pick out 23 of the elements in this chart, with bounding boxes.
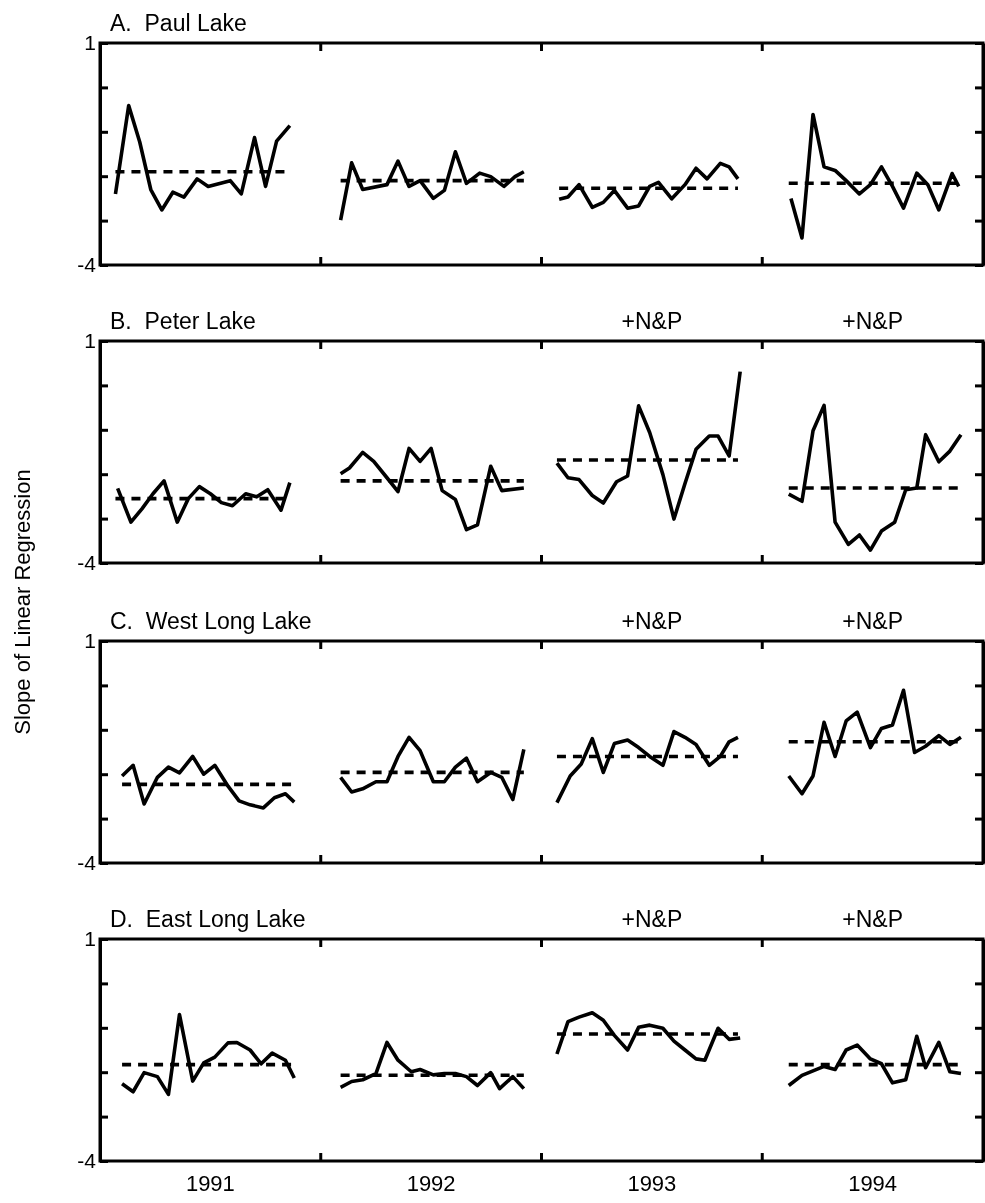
chart-title: B. Peter Lake — [110, 308, 256, 334]
y-tick-label: 1 — [84, 31, 96, 55]
text: +N&P — [842, 906, 903, 932]
text: +N&P — [621, 906, 683, 932]
chart-title: A. Paul Lake — [110, 10, 247, 36]
x-tick-label: 1991 — [185, 1171, 235, 1196]
text: +N&P — [621, 608, 683, 634]
y-tick-label: -4 — [77, 851, 97, 875]
x-tick-label: 1992 — [406, 1171, 456, 1196]
y-tick-label: 1 — [84, 329, 96, 353]
y-tick-label: -4 — [77, 253, 97, 277]
y-tick-label: -4 — [77, 1149, 97, 1173]
chart-title: C. West Long Lake — [110, 608, 312, 634]
chart-title: D. East Long Lake — [110, 906, 306, 932]
y-tick-label: 1 — [84, 629, 96, 653]
x-tick-label: 1994 — [848, 1171, 898, 1196]
y-tick-label: -4 — [77, 551, 97, 575]
text: +N&P — [621, 308, 683, 334]
text: +N&P — [842, 308, 903, 334]
y-tick-label: 1 — [84, 927, 96, 951]
y-axis-title: Slope of Linear Regression — [10, 469, 35, 735]
x-tick-label: 1993 — [627, 1171, 677, 1196]
text: +N&P — [842, 608, 903, 634]
